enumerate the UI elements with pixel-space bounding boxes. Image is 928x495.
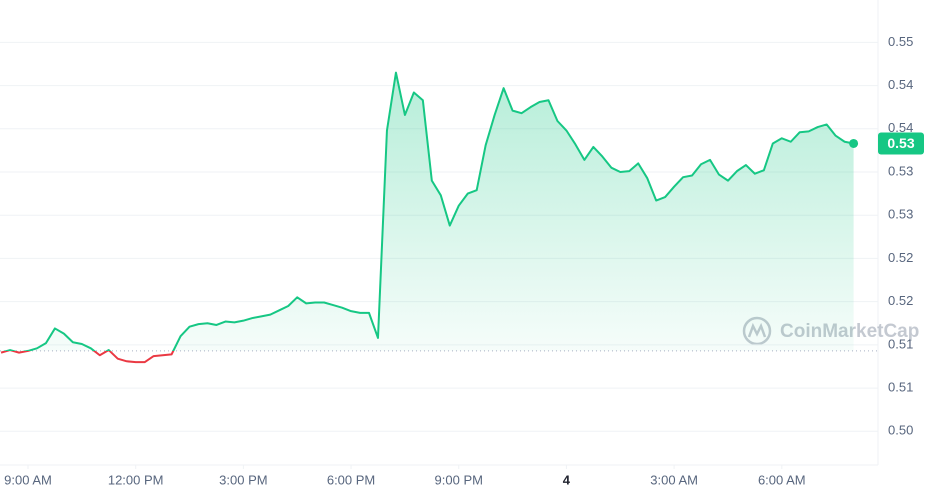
x-tick-label: 9:00 PM [435,472,483,487]
price-badge: 0.53 [878,132,924,155]
y-tick-label: 0.50 [888,423,913,438]
y-tick-label: 0.51 [888,336,913,351]
x-tick-label: 4 [563,472,571,487]
y-tick-label: 0.51 [888,380,913,395]
badge-label: 0.53 [887,135,914,151]
y-tick-label: 0.54 [888,120,913,135]
y-tick-label: 0.52 [888,293,913,308]
price-line [0,71,854,364]
area-fill [7,72,854,351]
current-dot [849,138,859,148]
x-tick-label: 6:00 PM [327,472,375,487]
y-tick-label: 0.55 [888,34,913,49]
y-tick-label: 0.53 [888,207,913,222]
x-tick-label: 9:00 AM [4,472,52,487]
x-tick-label: 6:00 AM [758,472,806,487]
y-tick-label: 0.54 [888,77,913,92]
x-tick-label: 3:00 AM [650,472,698,487]
y-tick-label: 0.52 [888,250,913,265]
x-tick-label: 12:00 PM [108,472,164,487]
x-tick-label: 3:00 PM [219,472,267,487]
badge-box [878,132,924,155]
y-tick-label: 0.53 [888,163,913,178]
